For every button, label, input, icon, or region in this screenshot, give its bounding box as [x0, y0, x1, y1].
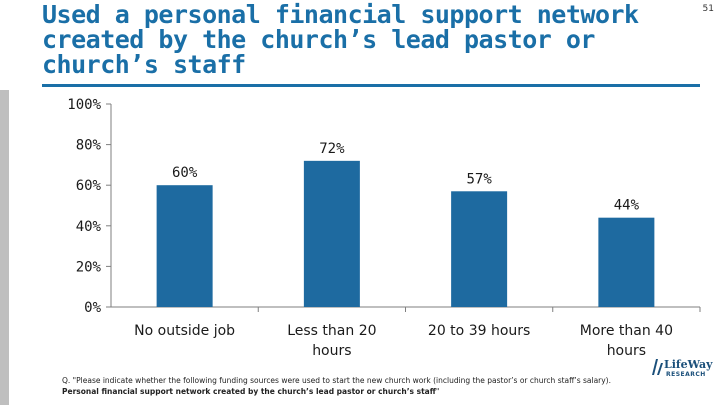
data-label: 57% [466, 171, 492, 187]
footnote: Q. "Please indicate whether the followin… [62, 375, 622, 397]
title-underline [42, 84, 700, 87]
y-tick-label: 60% [76, 178, 102, 194]
bar [451, 191, 508, 307]
category-label: No outside job [134, 323, 235, 339]
footnote-emphasis: Personal financial support network creat… [62, 387, 436, 396]
data-label: 44% [614, 198, 640, 214]
data-label: 60% [172, 165, 198, 181]
y-tick-label: 100% [67, 97, 101, 113]
footnote-question: Q. "Please indicate whether the followin… [62, 376, 611, 385]
slide-title: Used a personal financial support networ… [42, 0, 639, 79]
y-tick-label: 80% [76, 138, 102, 154]
data-label: 72% [319, 141, 345, 157]
footnote-end: " [435, 387, 440, 396]
bar [156, 185, 213, 307]
logo-sub: RESEARCH [666, 371, 706, 378]
category-label: Less than 20 hours [287, 323, 376, 359]
left-accent-bar [0, 90, 9, 405]
y-tick-label: 20% [76, 259, 102, 275]
bar [598, 217, 655, 307]
category-label: More than 40 hours [580, 323, 673, 359]
category-label: 20 to 39 hours [428, 323, 530, 339]
bar [303, 160, 360, 307]
lifeway-logo-icon: LifeWay RESEARCH [650, 355, 713, 399]
page-number: 51 [702, 4, 714, 14]
logo-name: LifeWay [664, 358, 713, 371]
y-tick-label: 40% [76, 219, 102, 235]
y-tick-label: 0% [84, 300, 101, 316]
